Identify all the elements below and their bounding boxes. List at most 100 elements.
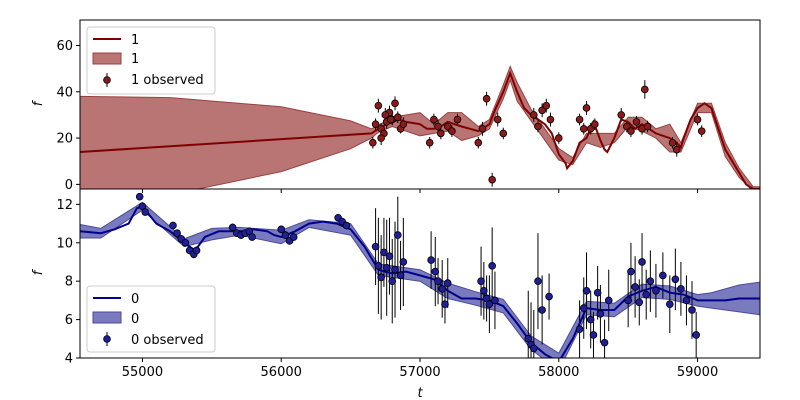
observed-point [443, 279, 452, 287]
observed-point [289, 233, 298, 241]
observed-point [672, 145, 681, 154]
observed-point [631, 283, 639, 291]
observed-point [477, 277, 485, 285]
observed-point [371, 120, 380, 128]
observed-point [529, 111, 538, 119]
y-tick-label: 12 [56, 198, 73, 213]
observed-point [488, 175, 496, 184]
observed-point [488, 262, 496, 270]
bottom-ylabel: f [31, 268, 46, 275]
observed-point [374, 262, 383, 270]
bottom-legend: 0 0 0 observed [86, 285, 216, 353]
observed-point [391, 265, 399, 274]
observed-point [391, 99, 399, 108]
observed-point [396, 271, 405, 280]
observed-point [688, 306, 696, 314]
x-tick-label: 55000 [122, 365, 163, 380]
y-tick-label: 20 [56, 132, 73, 147]
observed-point [643, 122, 652, 131]
observed-point [441, 300, 449, 309]
observed-point [596, 310, 605, 318]
observed-point [642, 290, 651, 299]
observed-point [575, 115, 584, 124]
observed-point [380, 248, 388, 257]
observed-point [374, 101, 383, 110]
legend-label-line-top: 1 [131, 33, 139, 48]
observed-point [591, 120, 599, 128]
observed-point [431, 267, 440, 276]
observed-point [499, 129, 508, 138]
observed-point [482, 94, 491, 103]
bottom-confidence-band [80, 201, 760, 358]
top-confidence-band [80, 64, 760, 189]
observed-point [671, 275, 680, 284]
x-tick-label: 57000 [399, 365, 440, 380]
observed-point [542, 101, 551, 110]
observed-point [586, 125, 595, 133]
observed-point [627, 267, 635, 276]
observed-point [381, 111, 390, 119]
observed-point [377, 273, 385, 282]
legend-label-observed-bottom: 0 observed [131, 333, 204, 348]
observed-point [682, 296, 691, 305]
observed-point [534, 277, 542, 285]
y-tick-label: 8 [65, 275, 73, 290]
legend-band-swatch-top [92, 52, 122, 65]
observed-point [491, 296, 499, 305]
top-legend: 1 1 1 observed [86, 26, 216, 95]
observed-point [135, 192, 144, 201]
observed-point [659, 271, 667, 280]
observed-point [281, 231, 290, 239]
observed-point [627, 127, 635, 135]
top-ylabel: f [31, 99, 46, 106]
legend-label-observed-top: 1 observed [131, 73, 204, 88]
top-model-line [80, 70, 760, 189]
legend-label-band-top: 1 [131, 52, 139, 67]
observed-point [545, 292, 553, 301]
observed-point [437, 129, 445, 138]
observed-point [141, 208, 150, 216]
observed-point [617, 111, 626, 119]
top-axes: 0 20 40 60 f 1 1 1 observed [31, 19, 761, 193]
observed-point [448, 127, 456, 135]
observed-point [697, 127, 706, 135]
observed-point [393, 231, 402, 239]
observed-point [399, 120, 408, 128]
observed-point [425, 138, 434, 147]
observed-point [388, 277, 397, 285]
bottom-axes: 4 6 8 10 12 55000 56000 57000 58000 59000 f t 0 … [31, 188, 761, 400]
observed-point [393, 113, 402, 122]
observed-point [692, 331, 700, 339]
y-tick-label: 4 [65, 352, 73, 367]
observed-point [538, 306, 546, 314]
observed-point [430, 115, 438, 124]
observed-point [538, 106, 546, 115]
observed-point [600, 338, 609, 347]
observed-point [385, 252, 394, 261]
y-tick-label: 6 [65, 313, 73, 328]
observed-point [668, 138, 677, 147]
x-axis-label: t [417, 386, 423, 400]
y-tick-label: 10 [56, 236, 73, 251]
observed-point [434, 122, 442, 131]
observed-point [248, 233, 256, 241]
observed-point [582, 286, 591, 295]
observed-point [480, 286, 488, 295]
observed-point [534, 122, 542, 131]
observed-point [582, 104, 591, 112]
observed-point [646, 277, 655, 285]
observed-point [604, 296, 613, 305]
observed-point [377, 134, 385, 142]
observed-point [579, 304, 588, 312]
observed-point [622, 122, 631, 131]
legend-observed-marker-bottom [103, 335, 111, 343]
x-tick-label: 56000 [261, 365, 302, 380]
observed-point [493, 115, 502, 124]
top-observed-points [369, 85, 706, 184]
observed-point [173, 229, 181, 237]
observed-point [382, 263, 391, 272]
observed-point [192, 246, 201, 255]
observed-point [387, 115, 395, 124]
observed-point [665, 300, 674, 309]
